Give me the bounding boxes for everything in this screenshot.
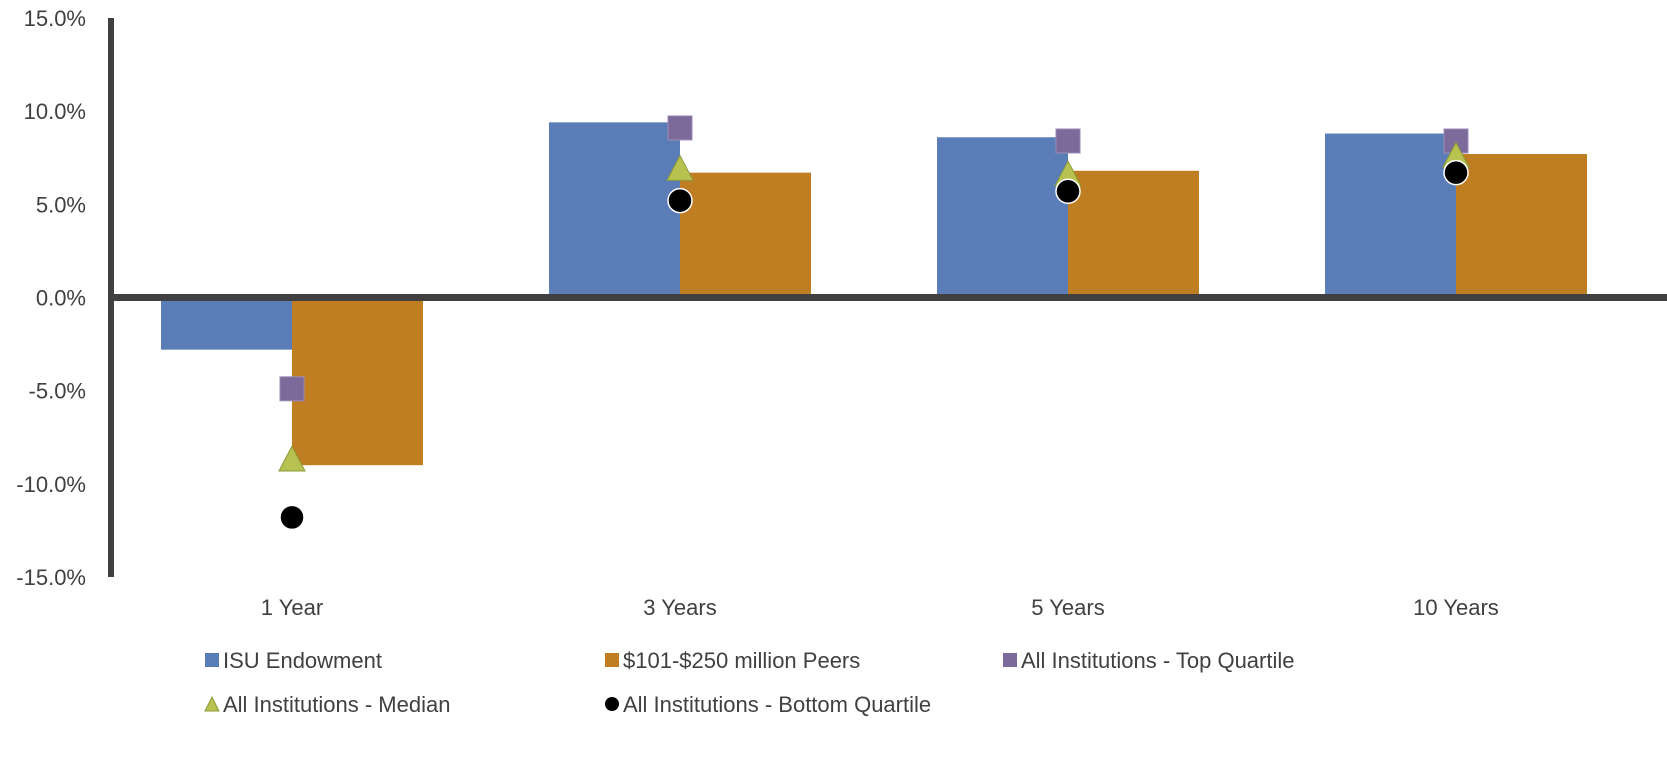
- legend-swatch: [1003, 653, 1017, 667]
- y-tick-label: 15.0%: [24, 6, 86, 31]
- markers: [278, 115, 1470, 531]
- y-tick-label: -5.0%: [29, 379, 86, 404]
- bar-peers: [1068, 170, 1199, 298]
- legend-swatch: [605, 653, 619, 667]
- bar-peers: [680, 172, 811, 298]
- bar-peers: [292, 297, 423, 466]
- marker-all-institutions-bottom-quartile: [279, 504, 305, 531]
- legend-label: All Institutions - Median: [223, 692, 450, 717]
- bar-isu-endowment: [1325, 133, 1456, 298]
- legend-swatch: [204, 695, 220, 712]
- legend-label: All Institutions - Bottom Quartile: [623, 692, 931, 717]
- legend-swatch: [605, 697, 619, 711]
- y-tick-label: 10.0%: [24, 99, 86, 124]
- category-label: 10 Years: [1413, 595, 1499, 620]
- category-labels: 1 Year 3 Years 5 Years 10 Years: [261, 595, 1499, 620]
- marker-all-institutions-median: [666, 154, 694, 181]
- bar-isu-endowment: [549, 122, 680, 298]
- legend-label: ISU Endowment: [223, 648, 382, 673]
- bar-peers: [1456, 154, 1587, 298]
- legend-swatch: [205, 653, 219, 667]
- category-label: 5 Years: [1031, 595, 1104, 620]
- bar-isu-endowment: [161, 297, 292, 350]
- y-tick-label: 0.0%: [36, 286, 86, 311]
- legend-label: $101-$250 million Peers: [623, 648, 860, 673]
- marker-all-institutions-top-quartile: [1055, 128, 1081, 154]
- bar-isu-endowment: [937, 137, 1068, 298]
- category-label: 3 Years: [643, 595, 716, 620]
- y-axis-tick-labels: 15.0% 10.0% 5.0% 0.0% -5.0% -10.0% -15.0%: [16, 6, 86, 590]
- bars: [161, 122, 1587, 466]
- y-tick-label: 5.0%: [36, 192, 86, 217]
- marker-all-institutions-top-quartile: [279, 376, 305, 402]
- y-tick-label: -15.0%: [16, 565, 86, 590]
- legend: ISU Endowment $101-$250 million Peers All …: [204, 648, 1295, 717]
- marker-all-institutions-bottom-quartile: [1443, 159, 1469, 186]
- marker-all-institutions-median: [278, 445, 306, 472]
- category-label: 1 Year: [261, 595, 323, 620]
- marker-all-institutions-top-quartile: [667, 115, 693, 141]
- legend-label: All Institutions - Top Quartile: [1021, 648, 1295, 673]
- marker-all-institutions-bottom-quartile: [1055, 178, 1081, 205]
- y-tick-label: -10.0%: [16, 472, 86, 497]
- marker-all-institutions-bottom-quartile: [667, 187, 693, 214]
